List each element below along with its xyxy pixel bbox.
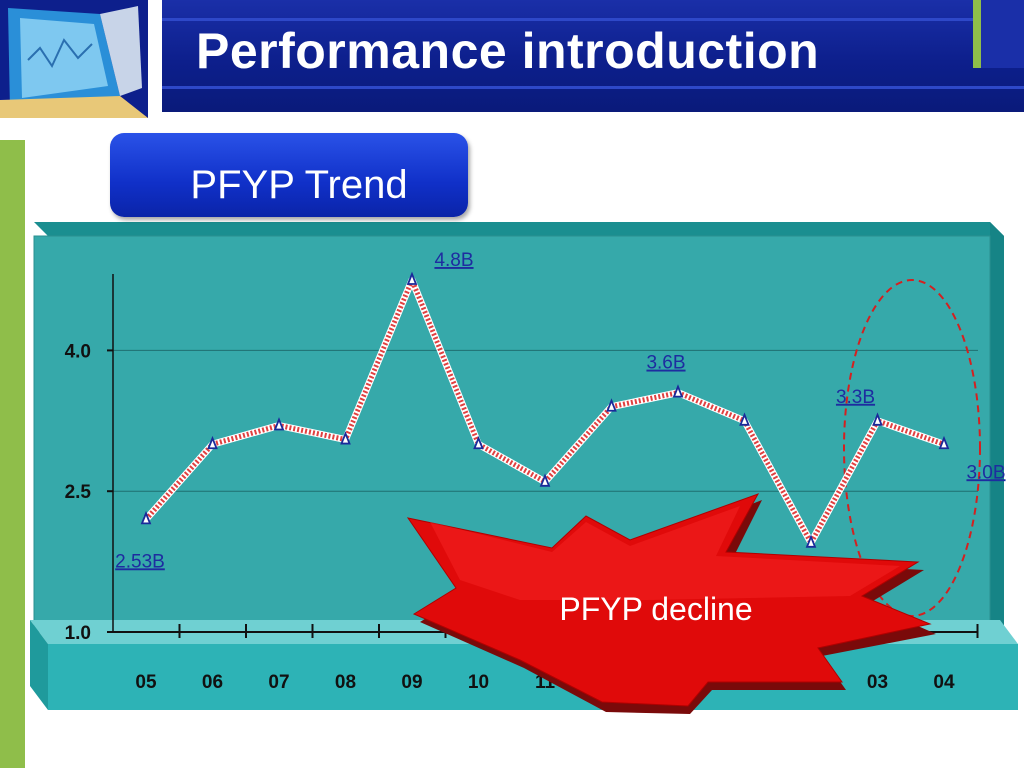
- chart-base-left: [30, 620, 48, 710]
- x-tick-label: 08: [335, 672, 356, 693]
- data-point-marker: [340, 431, 351, 445]
- x-tick-label: 07: [268, 672, 289, 693]
- accent-block-right: [981, 0, 1024, 68]
- callout-label: PFYP decline: [559, 591, 752, 627]
- highlight-ellipse: [843, 279, 981, 617]
- data-point-marker: [739, 412, 750, 426]
- data-point-marker: [473, 435, 484, 450]
- x-tick-label: 03: [867, 672, 888, 693]
- data-label: 3.0B: [966, 462, 1005, 483]
- starburst-shape: [406, 493, 932, 707]
- data-label: 2.53B: [115, 551, 165, 572]
- chart-panel-top-face: [34, 222, 1004, 236]
- accent-bar-left: [0, 140, 25, 768]
- page-title: Performance introduction: [196, 23, 820, 79]
- data-point-marker: [606, 398, 617, 412]
- data-point-marker: [273, 417, 285, 431]
- data-point-marker: [406, 271, 418, 285]
- chart-panel-right-face: [990, 222, 1004, 630]
- accent-bar-top: [973, 0, 981, 68]
- y-tick-label: 2.5: [65, 482, 92, 503]
- data-label: 4.8B: [434, 250, 473, 271]
- x-tick-label: 04: [933, 672, 955, 693]
- grid-layer: [113, 349, 978, 492]
- y-tick-label: 4.0: [65, 341, 91, 362]
- data-point-marker: [872, 412, 883, 426]
- header-stripe: [162, 86, 1024, 89]
- header: Performance introduction: [0, 0, 1024, 118]
- monitor-logo: [0, 0, 148, 118]
- series-layer: [140, 271, 950, 548]
- header-stripe: [162, 18, 1024, 21]
- data-label: 3.6B: [646, 353, 685, 374]
- starburst-highlight: [430, 506, 900, 600]
- x-tick-label: 09: [401, 672, 422, 693]
- x-tick-label: 06: [202, 672, 223, 693]
- trend-badge-label: PFYP Trend: [190, 163, 408, 207]
- x-tick-label: 05: [135, 672, 157, 693]
- data-label-layer: 2.53B 4.8B 3.6B 3.3B 3.0B: [115, 250, 1005, 572]
- data-point-marker: [672, 384, 684, 398]
- data-point-marker: [805, 534, 817, 548]
- decline-callout: PFYP decline: [406, 493, 936, 714]
- trend-badge: PFYP Trend: [110, 133, 468, 217]
- header-divider: [148, 0, 162, 112]
- computer-monitor-icon: [0, 0, 148, 118]
- y-tick-label: 1.0: [65, 623, 91, 644]
- data-point-marker: [140, 510, 152, 525]
- data-point-marker: [938, 435, 950, 450]
- data-label: 3.3B: [836, 387, 875, 408]
- x-tick-label: 10: [468, 672, 489, 693]
- data-point-marker: [539, 473, 551, 487]
- data-point-marker: [207, 435, 218, 450]
